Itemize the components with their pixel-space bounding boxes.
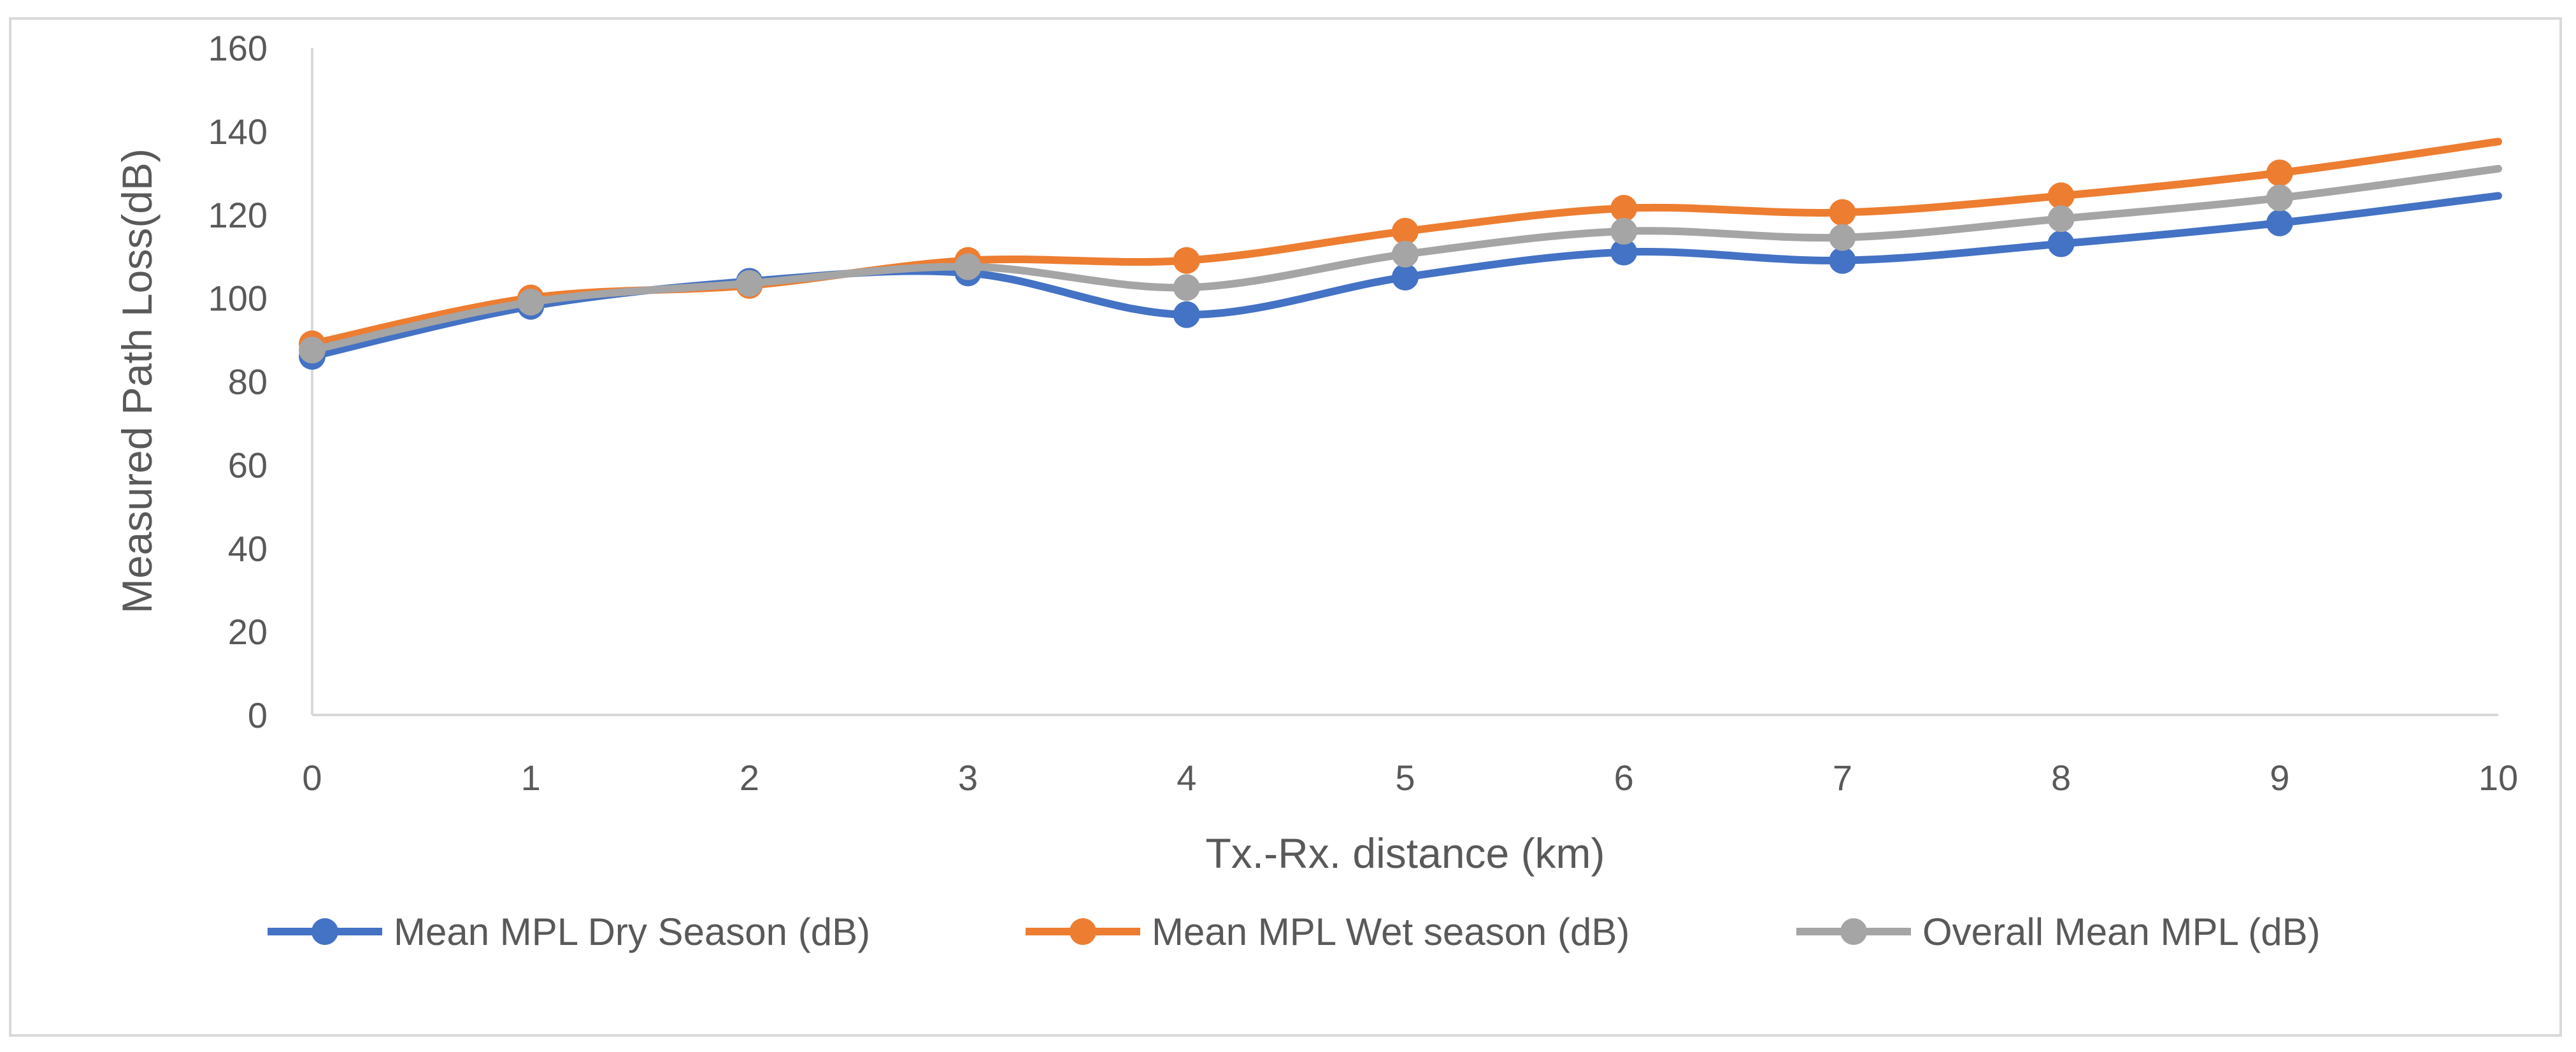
data-point (1610, 238, 1638, 266)
y-tick-label: 140 (208, 112, 268, 152)
data-point (954, 253, 982, 280)
legend-swatch-marker (1070, 918, 1096, 945)
legend-label: Mean MPL Wet season (dB) (1152, 911, 1629, 953)
data-point (1829, 247, 1856, 274)
x-tick-label: 9 (2270, 758, 2289, 798)
x-tick-label: 1 (521, 758, 541, 798)
legend-label: Mean MPL Dry Season (dB) (394, 911, 870, 953)
data-point (2266, 159, 2293, 187)
y-tick-label: 40 (228, 528, 268, 568)
series-group (299, 138, 2502, 370)
x-tick-label: 3 (958, 758, 978, 798)
series-3 (299, 164, 2502, 364)
x-axis-title: Tx.-Rx. distance (km) (1205, 830, 1605, 877)
y-tick-label: 20 (228, 612, 268, 652)
data-point (1392, 240, 1419, 268)
data-point (2047, 230, 2075, 257)
x-tick-label: 10 (2479, 758, 2518, 798)
x-tick-label: 6 (1614, 758, 1634, 798)
y-tick-label: 80 (228, 362, 268, 402)
y-tick-label: 60 (228, 445, 268, 485)
y-tick-label: 160 (208, 28, 268, 68)
data-point (1610, 194, 1638, 222)
x-tick-label: 8 (2051, 758, 2071, 798)
data-point (2047, 205, 2075, 233)
y-tick-label: 100 (208, 278, 268, 319)
data-point (517, 289, 545, 316)
y-axis-title: Measured Path Loss(dB) (113, 148, 161, 614)
data-point (2266, 184, 2293, 212)
data-point (1829, 199, 1856, 226)
data-point (1392, 217, 1419, 245)
data-point (2266, 209, 2293, 236)
legend-item: Overall Mean MPL (dB) (1796, 911, 2321, 953)
y-tick-labels: 0 20 40 60 80 100 120 140 160 (208, 28, 268, 735)
legend: Mean MPL Dry Season (dB) Mean MPL Wet sea… (268, 911, 2321, 953)
legend-label: Overall Mean MPL (dB) (1922, 911, 2321, 953)
x-tick-label: 0 (302, 758, 322, 798)
x-tick-label: 2 (740, 758, 759, 798)
legend-item: Mean MPL Wet season (dB) (1026, 911, 1629, 953)
x-tick-labels: 0 1 2 3 4 5 6 7 8 9 10 (302, 758, 2518, 798)
legend-swatch-marker (1840, 918, 1867, 945)
x-tick-label: 5 (1395, 758, 1415, 798)
data-point (1392, 263, 1419, 291)
x-tick-label: 7 (1833, 758, 1852, 798)
axes (311, 48, 2498, 716)
data-point (1173, 274, 1200, 301)
y-tick-label: 0 (248, 695, 268, 735)
data-point (2047, 182, 2075, 210)
data-point (736, 270, 763, 297)
data-point (1173, 301, 1200, 328)
data-point (1829, 224, 1856, 251)
y-tick-label: 120 (208, 195, 268, 235)
legend-item: Mean MPL Dry Season (dB) (268, 911, 870, 953)
data-point (1610, 217, 1638, 245)
data-point (1173, 247, 1200, 274)
legend-swatch-marker (311, 918, 338, 945)
data-point (299, 336, 326, 364)
x-tick-label: 4 (1177, 758, 1196, 798)
